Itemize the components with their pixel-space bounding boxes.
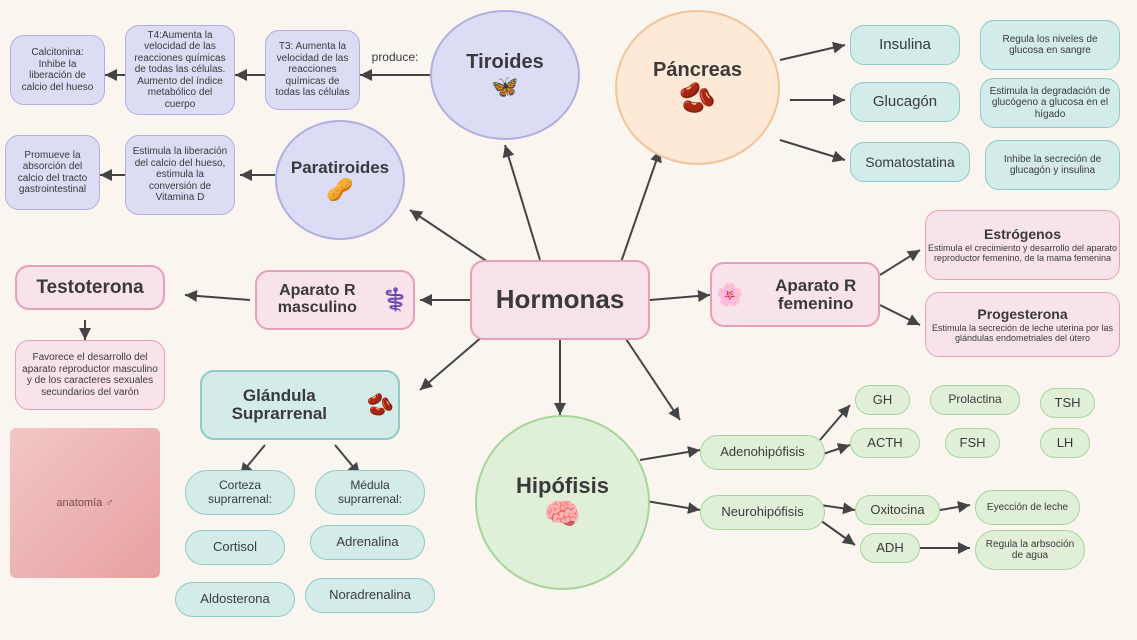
acth: ACTH [850,428,920,458]
tsh: TSH [1040,388,1095,418]
center-hormonas: Hormonas [470,260,650,340]
pancreas-label: Páncreas [653,59,742,82]
masc-label: Aparato R masculino [257,283,378,317]
para-b1: Estimula la liberación del calcio del hu… [125,135,235,215]
estrog-desc: Estimula el crecimiento y desarrollo del… [926,244,1119,264]
produce-label: produce: [360,48,430,68]
parathyroid-icon: 🥜 [326,177,353,202]
somato-desc: Inhibe la secreción de glucagón y insuli… [985,140,1120,190]
adeno-label: Adenohipófisis [700,435,825,470]
estrog-box: Estrógenos Estimula el crecimiento y des… [925,210,1120,280]
hipo-circle: Hipófisis 🧠 [475,415,650,590]
glucagon-desc: Estimula la degradación de glucógeno a g… [980,78,1120,128]
thyroid-icon: 🦋 [491,74,518,99]
pancreas-circle: Páncreas 🫘 [615,10,780,165]
adrenalina: Adrenalina [310,525,425,560]
uterus-icon: 🌸 [716,282,743,307]
somato-name: Somatostatina [850,142,970,182]
fsh: FSH [945,428,1000,458]
insulina-name: Insulina [850,25,960,65]
calcitonina-box: Calcitonina: Inhibe la liberación de cal… [10,35,105,105]
oxi-name: Oxitocina [855,495,940,525]
supra-box: Glándula Suprarrenal 🫘 [200,370,400,440]
adh-desc: Regula la arbsoción de agua [975,530,1085,570]
tiroides-circle: Tiroides 🦋 [430,10,580,140]
adh-name: ADH [860,533,920,563]
estrog-name: Estrógenos [984,226,1061,242]
fem-label: Aparato R femenino [753,277,878,313]
paratiroides-circle: Paratiroides 🥜 [275,120,405,240]
glucagon-name: Glucagón [850,82,960,122]
hipo-label: Hipófisis [516,473,609,498]
testo-name: Testoterona [15,265,165,310]
aldosterona: Aldosterona [175,582,295,617]
testo-desc: Favorece el desarrollo del aparato repro… [15,340,165,410]
medula-label: Médula suprarrenal: [315,470,425,515]
paratiroides-label: Paratiroides [291,158,389,178]
noradrenalina: Noradrenalina [305,578,435,613]
t4-box: T4:Aumenta la velocidad de las reaccione… [125,25,235,115]
pancreas-icon: 🫘 [679,82,716,117]
prolactina: Prolactina [930,385,1020,415]
proges-name: Progesterona [977,306,1067,322]
anatomy-illustration: anatomía ♂ [10,428,160,578]
oxi-desc: Eyección de leche [975,490,1080,525]
gh: GH [855,385,910,415]
corteza-label: Corteza suprarrenal: [185,470,295,515]
supra-label: Glándula Suprarrenal [202,387,357,423]
male-repro-icon: ⚕️ [382,287,409,312]
proges-desc: Estimula la secreción de leche uterina p… [926,324,1119,344]
pituitary-icon: 🧠 [544,498,581,533]
lh: LH [1040,428,1090,458]
fem-box: 🌸 Aparato R femenino [710,262,880,327]
cortisol: Cortisol [185,530,285,565]
masc-box: Aparato R masculino ⚕️ [255,270,415,330]
t3-box: T3: Aumenta la velocidad de las reaccion… [265,30,360,110]
neuro-label: Neurohipófisis [700,495,825,530]
adrenal-icon: 🫘 [367,392,394,417]
tiroides-label: Tiroides [466,51,543,74]
para-b2: Promueve la absorción del calcio del tra… [5,135,100,210]
insulina-desc: Regula los niveles de glucosa en sangre [980,20,1120,70]
proges-box: Progesterona Estimula la secreción de le… [925,292,1120,357]
